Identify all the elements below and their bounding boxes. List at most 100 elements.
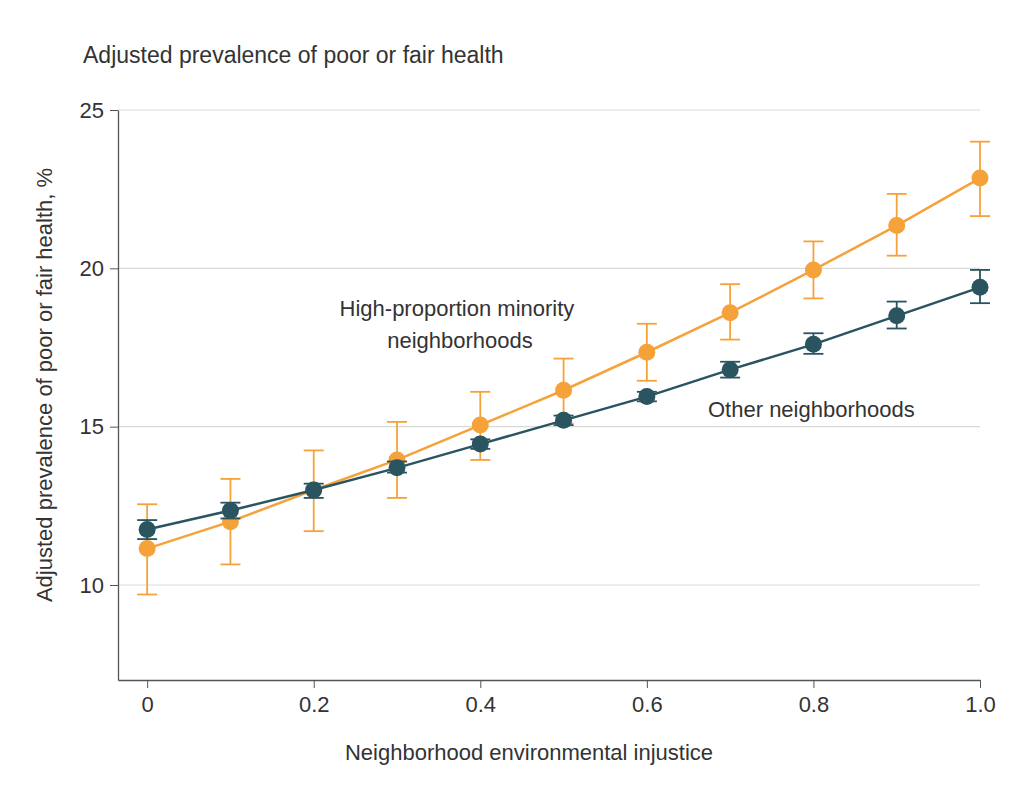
chart: 10 15 20 25 0 0.2 0.4 0.6 0.8 1.0 Neighborhood env…: [0, 0, 1024, 800]
x-tick-label: 0.2: [299, 692, 330, 717]
error-bar-cap-low: [387, 497, 407, 499]
data-point: [139, 521, 156, 538]
y-axis-line: [118, 111, 119, 681]
x-tick-mark: [647, 680, 648, 688]
data-point: [722, 304, 739, 321]
error-bar: [220, 503, 240, 519]
y-tick: 15: [80, 414, 118, 439]
error-bar-cap-high: [637, 323, 657, 325]
data-point: [972, 170, 989, 187]
x-tick-mark: [147, 680, 148, 688]
y-tick-label: 15: [80, 414, 104, 439]
error-bar-cap-low: [220, 564, 240, 566]
series-label-line: neighborhoods: [387, 328, 533, 353]
error-bar: [803, 241, 823, 298]
series: [137, 142, 990, 595]
error-bar: [220, 479, 240, 564]
data-point: [638, 388, 655, 405]
x-tick: 0.4: [465, 680, 496, 717]
error-bar: [720, 362, 740, 378]
grid: [118, 110, 980, 585]
y-tick: 10: [80, 573, 118, 598]
y-tick-label: 10: [80, 573, 104, 598]
error-bar-cap-low: [137, 594, 157, 596]
data-point: [722, 361, 739, 378]
data-point: [472, 436, 489, 453]
error-bar-cap-high: [887, 301, 907, 303]
y-tick-mark: [110, 585, 118, 586]
data-point: [555, 412, 572, 429]
x-tick-mark: [480, 680, 481, 688]
error-bar: [137, 504, 157, 594]
y-tick-mark: [110, 268, 118, 269]
x-axis: 0 0.2 0.4 0.6 0.8 1.0: [119, 680, 996, 717]
x-tick: 1.0: [965, 680, 996, 717]
data-point: [472, 417, 489, 434]
error-bar: [304, 450, 324, 531]
data-point: [888, 217, 905, 234]
error-bar-cap-high: [720, 283, 740, 285]
error-bar-cap-high: [970, 269, 990, 271]
error-bar: [720, 284, 740, 339]
data-point: [139, 540, 156, 557]
error-bar: [387, 422, 407, 498]
error-bar-cap-high: [554, 358, 574, 360]
error-bar-cap-low: [304, 530, 324, 532]
y-tick-mark: [110, 427, 118, 428]
error-bar-cap-high: [803, 241, 823, 243]
x-axis-title: Neighborhood environmental injustice: [345, 740, 713, 765]
error-bar-cap-low: [470, 459, 490, 461]
data-point: [555, 382, 572, 399]
error-bar-cap-low: [970, 215, 990, 217]
data-point: [805, 336, 822, 353]
error-bar: [637, 324, 657, 381]
x-tick-label: 0.6: [632, 692, 663, 717]
grid-line: [118, 268, 980, 269]
series-label: Other neighborhoods: [708, 397, 915, 422]
x-tick-mark: [314, 680, 315, 688]
grid-line: [118, 109, 980, 110]
error-bar-cap-low: [803, 353, 823, 355]
error-bar-cap-high: [137, 519, 157, 521]
y-tick-label: 25: [80, 98, 104, 123]
x-tick-label: 0.4: [465, 692, 496, 717]
series-line: [147, 178, 980, 549]
x-tick-label: 0.8: [799, 692, 830, 717]
data-point: [305, 482, 322, 499]
x-tick: 0: [142, 680, 154, 717]
error-bar-cap-low: [887, 255, 907, 257]
series-label: High-proportion minority neighborhoods: [340, 296, 581, 353]
y-axis-title: Adjusted prevalence of poor or fair heal…: [32, 168, 57, 602]
error-bar-cap-low: [887, 328, 907, 330]
x-tick: 0.2: [299, 680, 330, 717]
grid-line: [118, 426, 980, 427]
error-bar-cap-low: [720, 339, 740, 341]
error-bar-cap-high: [137, 503, 157, 505]
error-bar: [887, 194, 907, 256]
series: [137, 270, 990, 539]
error-bar: [803, 333, 823, 354]
y-axis: 10 15 20 25: [80, 98, 119, 681]
error-bar-cap-high: [220, 478, 240, 480]
error-bar-cap-high: [887, 193, 907, 195]
error-bar: [970, 270, 990, 303]
error-bar-cap-high: [803, 332, 823, 334]
error-bar: [970, 142, 990, 216]
chart-title: Adjusted prevalence of poor or fair heal…: [83, 42, 504, 68]
data-point: [805, 261, 822, 278]
error-bar-cap-low: [137, 538, 157, 540]
grid-line: [118, 584, 980, 585]
x-tick-label: 1.0: [965, 692, 996, 717]
data-point: [222, 502, 239, 519]
data-point: [638, 344, 655, 361]
error-bar-cap-high: [970, 141, 990, 143]
x-tick-label: 0: [142, 692, 154, 717]
y-tick-mark: [110, 110, 118, 111]
plot-root: 10 15 20 25 0 0.2 0.4 0.6 0.8 1.0 Neighborhood env…: [80, 98, 996, 765]
x-tick-mark: [813, 680, 814, 688]
y-tick: 20: [80, 256, 118, 281]
error-bar-cap-high: [304, 450, 324, 452]
error-bar-cap-high: [470, 391, 490, 393]
x-tick: 0.8: [799, 680, 830, 717]
error-bar-cap-high: [387, 421, 407, 423]
